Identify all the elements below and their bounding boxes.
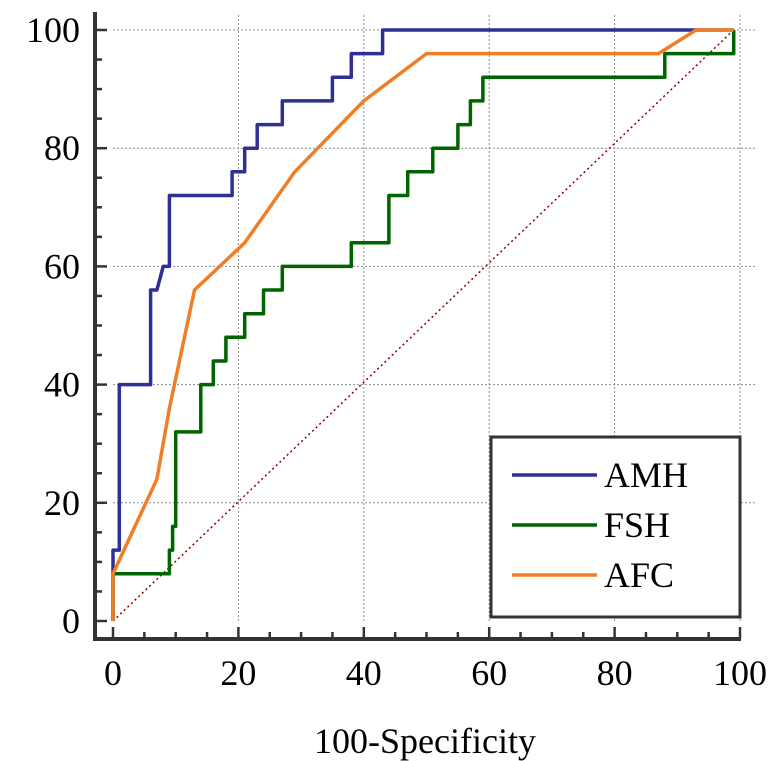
series-line-afc bbox=[111, 28, 734, 621]
series-line-amh bbox=[111, 28, 734, 621]
axes bbox=[93, 12, 742, 641]
legend: AMH FSH AFC bbox=[489, 435, 742, 619]
tick-labels: 0 20 40 60 80 100 0 20 40 60 80 100 bbox=[26, 10, 767, 693]
y-tick-label-20: 20 bbox=[44, 483, 80, 523]
y-tick-label-40: 40 bbox=[44, 365, 80, 405]
y-tick-label-80: 80 bbox=[44, 128, 80, 168]
x-tick-label-20: 20 bbox=[220, 653, 256, 693]
x-tick-label-80: 80 bbox=[597, 653, 633, 693]
series-layer bbox=[111, 28, 736, 621]
x-tick-label-100: 100 bbox=[713, 653, 767, 693]
legend-box bbox=[489, 435, 742, 619]
legend-label-amh: AMH bbox=[604, 455, 688, 495]
y-tick-label-60: 60 bbox=[44, 246, 80, 286]
legend-label-afc: AFC bbox=[604, 555, 674, 595]
y-tick-label-0: 0 bbox=[62, 601, 80, 641]
y-tick-label-100: 100 bbox=[26, 10, 80, 50]
legend-label-fsh: FSH bbox=[604, 505, 670, 545]
x-tick-label-0: 0 bbox=[104, 653, 122, 693]
x-tick-label-60: 60 bbox=[471, 653, 507, 693]
x-axis-title: 100-Specificity bbox=[314, 721, 536, 761]
series-line-fsh bbox=[111, 30, 736, 621]
x-tick-label-40: 40 bbox=[346, 653, 382, 693]
